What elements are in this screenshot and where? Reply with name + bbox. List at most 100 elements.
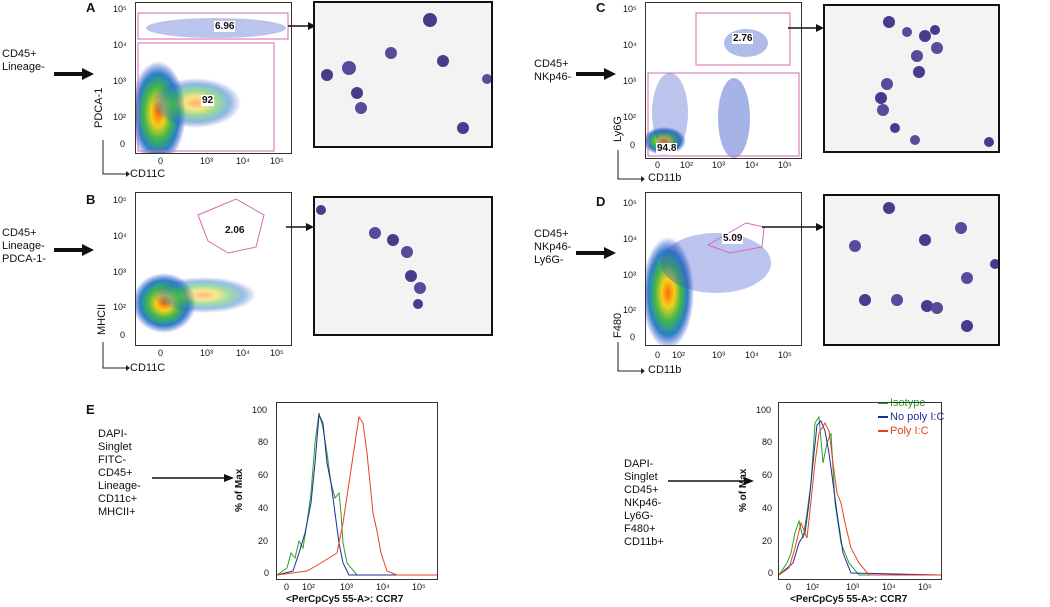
panel-e-left-ytick: 0: [264, 568, 270, 578]
panel-c-cells: [875, 16, 994, 147]
panel-e-left-xtick: 10³: [340, 582, 354, 592]
panel-e-right-ytick: 80: [762, 437, 773, 447]
panel-e-left-curves: [276, 412, 437, 576]
panel-b-arrow: [54, 244, 94, 256]
panel-c-density: [642, 12, 800, 158]
panel-a-ytick: 10⁵: [113, 4, 127, 14]
panel-d-xtick: 10³: [712, 350, 726, 360]
panel-e-right-histogram: [778, 402, 942, 580]
panel-b-gate-label: CD45+ Lineage- PDCA-1-: [2, 227, 47, 265]
panel-a-cells: [321, 13, 491, 134]
panel-d-xtick: 10⁴: [745, 350, 759, 360]
panel-a-y-axis-label: PDCA-1: [93, 87, 105, 128]
panel-d-ytick: 10³: [623, 270, 637, 280]
panel-b-x-axis-label: CD11C: [130, 362, 166, 374]
panel-e-right-arrow: [668, 477, 754, 485]
panel-a-gate-upper-value: 6.96: [214, 21, 236, 32]
panel-c-xtick: 10³: [712, 160, 726, 170]
panel-d-ytick: 10²: [623, 305, 637, 315]
panel-d-micrograph: [823, 194, 1000, 346]
panel-a-ytick: 10³: [113, 76, 127, 86]
panel-d-density: [642, 222, 771, 349]
panel-b-cells: [316, 205, 426, 309]
panel-c-micro-arrow: [788, 24, 824, 32]
panel-a-gate-lower-value: 92: [201, 95, 215, 106]
panel-e-left-histogram: [276, 402, 438, 580]
panel-d-xtick: 0: [655, 350, 661, 360]
panel-c-ytick: 10³: [623, 76, 637, 86]
panel-e-left-ytick: 20: [258, 536, 269, 546]
panel-c-letter: C: [596, 0, 606, 15]
panel-d-y-axis-label: F480: [612, 312, 624, 338]
panel-e-left-ytick: 60: [258, 470, 269, 480]
panel-c-ytick: 10⁴: [623, 40, 637, 50]
panel-a-xtick: 10⁴: [236, 156, 250, 166]
panel-e-right-ytick: 0: [768, 568, 774, 578]
panel-b-ytick: 10²: [113, 302, 127, 312]
panel-e-left-arrow: [152, 474, 234, 482]
panel-e-right-ytick: 100: [756, 405, 772, 415]
panel-c-xtick: 10²: [680, 160, 694, 170]
panel-e-letter: E: [86, 402, 95, 417]
panel-e-left-xtick: 10⁵: [412, 582, 426, 592]
panel-c-xtick: 0: [655, 160, 661, 170]
panel-c-y-axis-label: Ly6G: [612, 116, 624, 142]
panel-d-axis-corner: [617, 342, 645, 374]
panel-b-axis-corner: [102, 342, 130, 371]
panel-b-xtick: 10³: [200, 348, 214, 358]
panel-e-right-xtick: 10³: [846, 582, 860, 592]
panel-e-left-ytick: 100: [252, 405, 268, 415]
panel-c-ytick: 10⁵: [623, 4, 637, 14]
panel-c-gate-upper-value: 2.76: [732, 33, 754, 44]
panel-a-arrow: [54, 68, 94, 80]
panel-e-right-xtick: 10⁴: [882, 582, 896, 592]
panel-a-xtick: 0: [158, 156, 164, 166]
panel-b-ytick: 10⁴: [113, 231, 127, 241]
panel-d-letter: D: [596, 194, 606, 209]
panel-e-right-ytick: 60: [762, 470, 773, 480]
panel-c-arrow: [576, 68, 616, 80]
panel-d-micro-arrow: [762, 223, 824, 231]
panel-a-ytick: 10⁴: [113, 40, 127, 50]
panel-e-right-ytick: 40: [762, 503, 773, 513]
legend-item-no-poly-ic: No poly I:C: [878, 410, 944, 424]
panel-a-x-axis-label: CD11C: [130, 168, 166, 180]
panel-a-xtick: 10³: [200, 156, 214, 166]
panel-b-micrograph: [313, 196, 493, 336]
panel-d-xtick: 10⁵: [778, 350, 792, 360]
panel-e-left-ytick: 80: [258, 437, 269, 447]
panel-b-xtick: 10⁴: [236, 348, 250, 358]
panel-a-letter: A: [86, 0, 96, 15]
panel-c-gate-lower-value: 94.8: [656, 143, 678, 154]
panel-a-micrograph: [313, 1, 493, 148]
panel-d-arrow: [576, 247, 616, 259]
panel-b-ytick: 10⁵: [113, 195, 127, 205]
panel-b-xtick: 10⁵: [270, 348, 284, 358]
panel-c-x-axis-label: CD11b: [648, 172, 682, 184]
panel-d-dotplot: 5.09: [642, 192, 802, 349]
panel-e-right-x-axis-label: <PerCpCy5 55-A>: CCR7: [790, 594, 908, 605]
panel-e-left-y-axis-label: % of Max: [234, 468, 245, 512]
panel-e-legend: Isotype No poly I:C Poly I:C: [878, 396, 944, 438]
panel-b-gate-value: 2.06: [224, 225, 246, 236]
panel-b-letter: B: [86, 192, 96, 207]
panel-a-dotplot: 6.96 92: [130, 2, 292, 165]
panel-e-left-xtick: 10²: [302, 582, 316, 592]
panel-e-left-x-axis-label: <PerCpCy5 55-A>: CCR7: [286, 594, 404, 605]
panel-c-axis-corner: [617, 150, 645, 182]
panel-c-ytick: 0: [630, 140, 636, 150]
panel-e-left-xtick: 10⁴: [376, 582, 390, 592]
panel-d-gate-value: 5.09: [722, 233, 744, 244]
panel-e-right-curves: [778, 415, 942, 576]
panel-c-micrograph: [823, 4, 1000, 153]
panel-e-right-xtick: 0: [786, 582, 792, 592]
panel-a-xtick: 10⁵: [270, 156, 284, 166]
panel-a-ytick: 10²: [113, 112, 127, 122]
panel-c-dotplot: 2.76 94.8: [642, 2, 802, 159]
panel-e-left-ytick: 40: [258, 503, 269, 513]
panel-d-gate-label: CD45+ NKp46- Ly6G-: [534, 228, 572, 266]
panel-d-ytick: 0: [630, 332, 636, 342]
panel-e-right-xtick: 10²: [806, 582, 820, 592]
panel-e-right-gate-label: DAPI- Singlet CD45+ NKp46- Ly6G- F480+ C…: [624, 458, 664, 548]
panel-c-gate-label: CD45+ NKp46-: [534, 58, 572, 83]
